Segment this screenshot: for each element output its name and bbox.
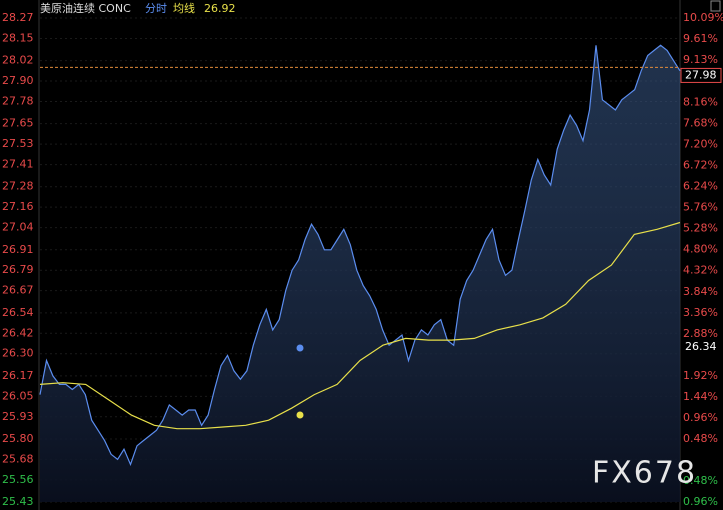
- y-tick-label: 25.93: [2, 410, 34, 423]
- y-tick-label: 25.80: [2, 432, 34, 445]
- average-value: 26.92: [204, 2, 236, 15]
- y2-tick-label: 5.76%: [683, 201, 718, 214]
- y2-tick-label: 3.36%: [683, 306, 718, 319]
- y2-tick-label: 2.88%: [683, 327, 718, 340]
- y-tick-label: 27.04: [2, 221, 34, 234]
- y2-tick-label: 0.48%: [683, 432, 718, 445]
- y2-tick-label: 7.20%: [683, 138, 718, 151]
- y-tick-label: 26.05: [2, 389, 34, 402]
- marker-price-label: 26.34: [685, 340, 717, 353]
- y-tick-label: 26.79: [2, 263, 34, 276]
- average-line: [39, 221, 681, 430]
- y2-tick-label: 9.61%: [683, 32, 718, 45]
- y2-tick-label: 4.32%: [683, 264, 718, 277]
- y2-tick-label: 3.84%: [683, 285, 718, 298]
- marker-dot: [296, 344, 304, 352]
- y-tick-label: 27.65: [2, 117, 34, 130]
- y-tick-label: 26.17: [2, 369, 34, 382]
- icon[interactable]: [710, 0, 721, 12]
- y-tick-label: 25.68: [2, 452, 34, 465]
- y2-tick-label: 7.68%: [683, 117, 718, 130]
- last-price-box: [680, 67, 722, 83]
- y2-tick-label: 0.96%: [683, 495, 718, 508]
- marker-price-box: [681, 339, 721, 354]
- y2-tick-label: 0.48%: [683, 474, 718, 487]
- price-line: [39, 44, 681, 467]
- legend-entry: 均线: [173, 1, 195, 15]
- marker-dot: [296, 411, 304, 419]
- y-tick-label: 27.78: [2, 95, 34, 108]
- y-tick-label: 27.53: [2, 137, 34, 150]
- y2-tick-label: 4.80%: [683, 243, 718, 256]
- watermark: FX678: [592, 456, 697, 491]
- y-tick-label: 26.91: [2, 243, 34, 256]
- chart-title: 美原油连续 CONC: [40, 1, 131, 15]
- y2-tick-label: 1.92%: [683, 369, 718, 382]
- y2-tick-label: 9.13%: [683, 53, 718, 66]
- y-tick-label: 26.30: [2, 347, 34, 360]
- y-tick-label: 27.41: [2, 158, 34, 171]
- last-price-label: 27.98: [685, 68, 717, 81]
- y-tick-label: 27.16: [2, 200, 34, 213]
- price-area: [40, 45, 680, 503]
- y-tick-label: 28.15: [2, 31, 34, 44]
- y-tick-label: 26.42: [2, 326, 34, 339]
- y2-tick-label: 10.09%: [683, 11, 723, 24]
- y2-tick-label: 1.44%: [683, 390, 718, 403]
- y-tick-label: 25.56: [2, 473, 34, 486]
- y-tick-label: 26.67: [2, 284, 34, 297]
- y2-tick-label: 8.16%: [683, 96, 718, 109]
- y-tick-label: 27.28: [2, 180, 34, 193]
- y-tick-label: 25.43: [2, 495, 34, 508]
- y2-tick-label: 0.96%: [683, 411, 718, 424]
- y-tick-label: 26.54: [2, 306, 34, 319]
- y-tick-label: 28.02: [2, 54, 34, 67]
- legend-entry: 分时: [145, 2, 167, 15]
- y2-tick-label: 5.28%: [683, 222, 718, 235]
- y-tick-label: 27.90: [2, 74, 34, 87]
- y2-tick-label: 6.24%: [683, 180, 718, 193]
- y-tick-label: 28.27: [2, 11, 34, 24]
- y2-tick-label: 6.72%: [683, 159, 718, 172]
